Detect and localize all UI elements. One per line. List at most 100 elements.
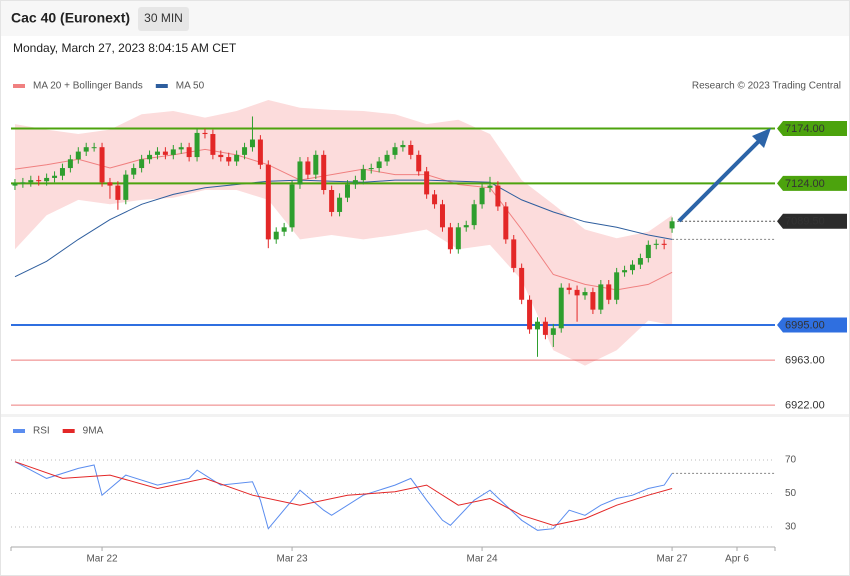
candle-body (273, 231, 279, 240)
bollinger-band (15, 100, 673, 366)
candle-body (495, 185, 501, 207)
timeframe[interactable]: 30 MIN (144, 11, 183, 25)
level-label: 7089.50 (785, 216, 825, 228)
legend-label: MA 50 (176, 81, 205, 92)
candle-body (67, 159, 73, 169)
candle-body (566, 287, 572, 290)
candle-body (432, 194, 438, 205)
candle-body (234, 154, 240, 162)
candle-body (614, 272, 620, 300)
candle-body (352, 180, 358, 185)
arrow-shaft (677, 135, 765, 223)
candle-body (590, 292, 596, 310)
arrow-head (752, 128, 771, 148)
candle-body (162, 151, 168, 155)
timeframe-pill[interactable] (138, 7, 189, 31)
legend-label: MA 20 + Bollinger Bands (33, 81, 143, 92)
candle-body (139, 159, 145, 169)
chart-title: Cac 40 (Euronext) (11, 10, 130, 26)
indicator-line (14, 148, 673, 291)
candle-body (598, 284, 604, 310)
level-tag (777, 175, 847, 191)
candle-body (463, 225, 469, 228)
level-label: 6963.00 (785, 355, 825, 367)
level-tag (777, 213, 847, 229)
candle-body (218, 154, 224, 158)
candle-body (36, 180, 42, 182)
candle-body (281, 227, 287, 232)
y-tick-label: 70 (785, 455, 797, 466)
candle-body (424, 171, 430, 195)
level-label: 7124.00 (785, 178, 825, 190)
candle-body (59, 168, 65, 176)
candle-body (170, 149, 176, 155)
candle-body (534, 321, 540, 330)
candle-body (344, 184, 350, 198)
forecast-arrow (677, 128, 771, 223)
indicator-line (14, 461, 673, 526)
candle-body (123, 174, 129, 200)
candle-body (645, 244, 651, 259)
candle-body (75, 151, 81, 160)
candle-body (622, 270, 628, 273)
candle-body (519, 267, 525, 300)
level-tag (777, 121, 847, 137)
candle-body (28, 180, 34, 183)
candle-body (447, 227, 453, 250)
indicator-line (14, 461, 673, 531)
candle-body (44, 177, 50, 182)
candle-body (606, 284, 612, 300)
candle-body (582, 292, 588, 296)
candle-body (487, 185, 493, 188)
candle-body (455, 227, 461, 250)
candle-body (653, 243, 659, 245)
candle-body (511, 239, 517, 268)
candle-body (115, 185, 121, 200)
candle-body (257, 139, 263, 165)
candle-body (550, 328, 556, 335)
candle-body (83, 147, 89, 152)
candle-body (637, 258, 643, 265)
candle-body (91, 147, 97, 149)
candle-body (329, 190, 335, 212)
candle-body (313, 154, 319, 175)
candle-body (242, 147, 248, 155)
x-tick-label: Apr 6 (725, 554, 749, 565)
credit: Research © 2023 Trading Central (692, 81, 841, 92)
candle-body (574, 289, 580, 296)
candle-body (337, 197, 343, 212)
x-tick-label: Mar 27 (657, 554, 689, 565)
candle-body (210, 134, 216, 155)
candle-body (408, 145, 414, 155)
legend-swatch (155, 84, 168, 88)
x-tick-label: Mar 24 (467, 554, 499, 565)
candle-body (305, 161, 311, 175)
candle-body (186, 147, 192, 158)
candle-body (503, 206, 509, 240)
candle-body (558, 287, 564, 329)
candle-body (542, 321, 548, 335)
candle-body (471, 204, 477, 226)
candle-body (265, 164, 271, 240)
pane-separator (1, 414, 849, 417)
candle-body (249, 139, 255, 148)
candle-body (107, 182, 113, 186)
legend-swatch (13, 429, 25, 433)
level-label: 6995.00 (785, 319, 825, 331)
candle-body (376, 161, 382, 169)
candle-body (297, 161, 303, 185)
candle-body (178, 147, 184, 150)
candle-body (629, 264, 635, 271)
candle-body (12, 183, 18, 186)
candle-body (527, 299, 533, 330)
candle-body (439, 204, 445, 228)
candle-body (194, 132, 200, 158)
y-tick-label: 30 (785, 522, 797, 533)
candle-body (226, 157, 232, 162)
legend-swatch (62, 429, 75, 433)
candle-body (416, 154, 422, 172)
level-label: 6922.00 (785, 400, 825, 412)
candle-body (147, 154, 153, 160)
